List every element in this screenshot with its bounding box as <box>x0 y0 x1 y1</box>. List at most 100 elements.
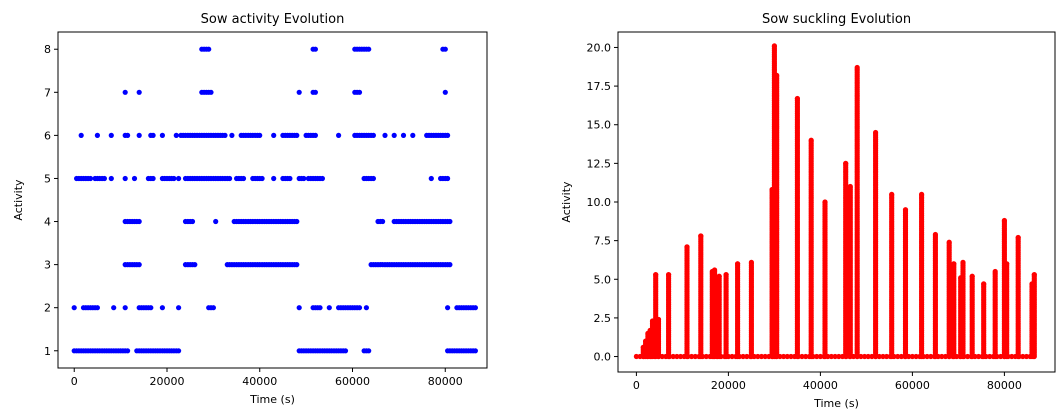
data-point <box>828 353 834 360</box>
data-point <box>428 175 434 182</box>
data-point <box>723 272 729 278</box>
data-point <box>692 353 698 360</box>
data-point <box>312 46 318 52</box>
data-point <box>803 353 809 360</box>
data-point <box>847 183 853 190</box>
y-tick-label: 15.0 <box>587 119 612 132</box>
y-tick-label: 2 <box>44 302 51 315</box>
data-point <box>758 353 765 360</box>
data-point <box>902 207 909 213</box>
data-point <box>472 305 478 311</box>
y-tick-label: 4 <box>44 216 51 229</box>
chart-title: Sow activity Evolution <box>201 12 345 27</box>
data-point <box>366 348 372 354</box>
data-point <box>822 199 828 205</box>
data-point <box>880 353 886 360</box>
activity-chart: Sow activity Evolution 0 20000 40000 60000 80… <box>12 12 488 406</box>
data-point <box>939 353 945 360</box>
data-point <box>666 272 672 278</box>
data-point <box>771 43 777 49</box>
x-tick-label: 40000 <box>803 379 838 392</box>
x-tick-label: 60000 <box>335 375 370 388</box>
y-tick-label: 12.5 <box>587 157 612 170</box>
data-point <box>472 348 478 354</box>
data-point <box>148 305 154 311</box>
data-point <box>159 305 165 311</box>
axes-frame <box>617 31 1056 373</box>
data-point <box>788 353 794 360</box>
data-point <box>125 132 131 138</box>
data-point <box>913 353 919 360</box>
data-point <box>111 305 117 311</box>
data-point <box>674 353 680 360</box>
data-point <box>122 305 128 311</box>
x-tick-label: 0 <box>71 375 78 388</box>
data-point <box>131 175 138 182</box>
data-point <box>206 46 212 52</box>
data-point <box>814 353 820 360</box>
data-point <box>808 137 814 143</box>
data-point <box>817 353 823 360</box>
y-tick-label: 17.5 <box>587 80 612 93</box>
data-point <box>176 175 182 182</box>
data-point <box>992 268 998 275</box>
data-point <box>227 175 233 182</box>
x-tick-label: 80000 <box>987 379 1022 392</box>
data-point <box>442 89 448 95</box>
y-axis-label: Activity <box>12 179 25 221</box>
data-point <box>684 244 690 250</box>
data-point <box>366 46 372 52</box>
data-point <box>744 353 750 360</box>
data-point <box>655 316 662 323</box>
data-point <box>410 132 416 138</box>
data-point <box>173 132 179 138</box>
x-tick-label: 40000 <box>242 375 277 388</box>
data-point <box>843 160 849 166</box>
data-point <box>946 239 952 245</box>
data-point <box>400 132 407 138</box>
data-point <box>854 64 860 71</box>
suckling-chart: Sow suckling Evolution 0 20000 40000 60000 80… <box>560 12 1056 410</box>
data-point <box>884 353 890 360</box>
data-point <box>122 175 128 182</box>
data-point <box>319 175 325 182</box>
data-point <box>716 273 722 279</box>
data-point <box>370 132 376 138</box>
data-point <box>987 353 993 360</box>
data-point <box>222 132 228 138</box>
data-point <box>653 272 659 278</box>
data-point <box>213 218 219 225</box>
data-point <box>445 132 451 138</box>
data-point <box>784 353 790 360</box>
x-axis-label: Time (s) <box>813 397 859 410</box>
y-tick-label: 2.5 <box>594 312 612 325</box>
data-point <box>981 281 987 287</box>
data-point <box>919 191 925 197</box>
data-point <box>312 89 318 95</box>
data-point <box>735 261 741 267</box>
data-point <box>171 175 177 182</box>
y-tick-label: 3 <box>44 259 51 272</box>
y-tick-label: 5.0 <box>594 273 612 286</box>
chart-title: Sow suckling Evolution <box>762 12 911 27</box>
data-point <box>960 259 966 265</box>
data-point <box>108 175 114 182</box>
data-point <box>391 132 397 138</box>
data-point <box>150 132 156 138</box>
x-axis-label: Time (s) <box>249 393 295 406</box>
data-point <box>136 132 142 138</box>
data-point <box>447 218 453 225</box>
data-point <box>969 273 975 279</box>
data-point <box>447 262 453 268</box>
data-point <box>1023 353 1030 360</box>
y-tick-label: 20.0 <box>587 41 612 54</box>
data-point <box>108 132 114 138</box>
y-axis-label: Activity <box>560 181 573 223</box>
y-tick-label: 7 <box>44 86 51 99</box>
data-point <box>101 175 107 182</box>
data-point <box>729 353 735 360</box>
data-point <box>94 305 100 311</box>
y-tick-label: 7.5 <box>594 235 612 248</box>
data-point <box>442 46 448 52</box>
data-point <box>240 175 247 182</box>
